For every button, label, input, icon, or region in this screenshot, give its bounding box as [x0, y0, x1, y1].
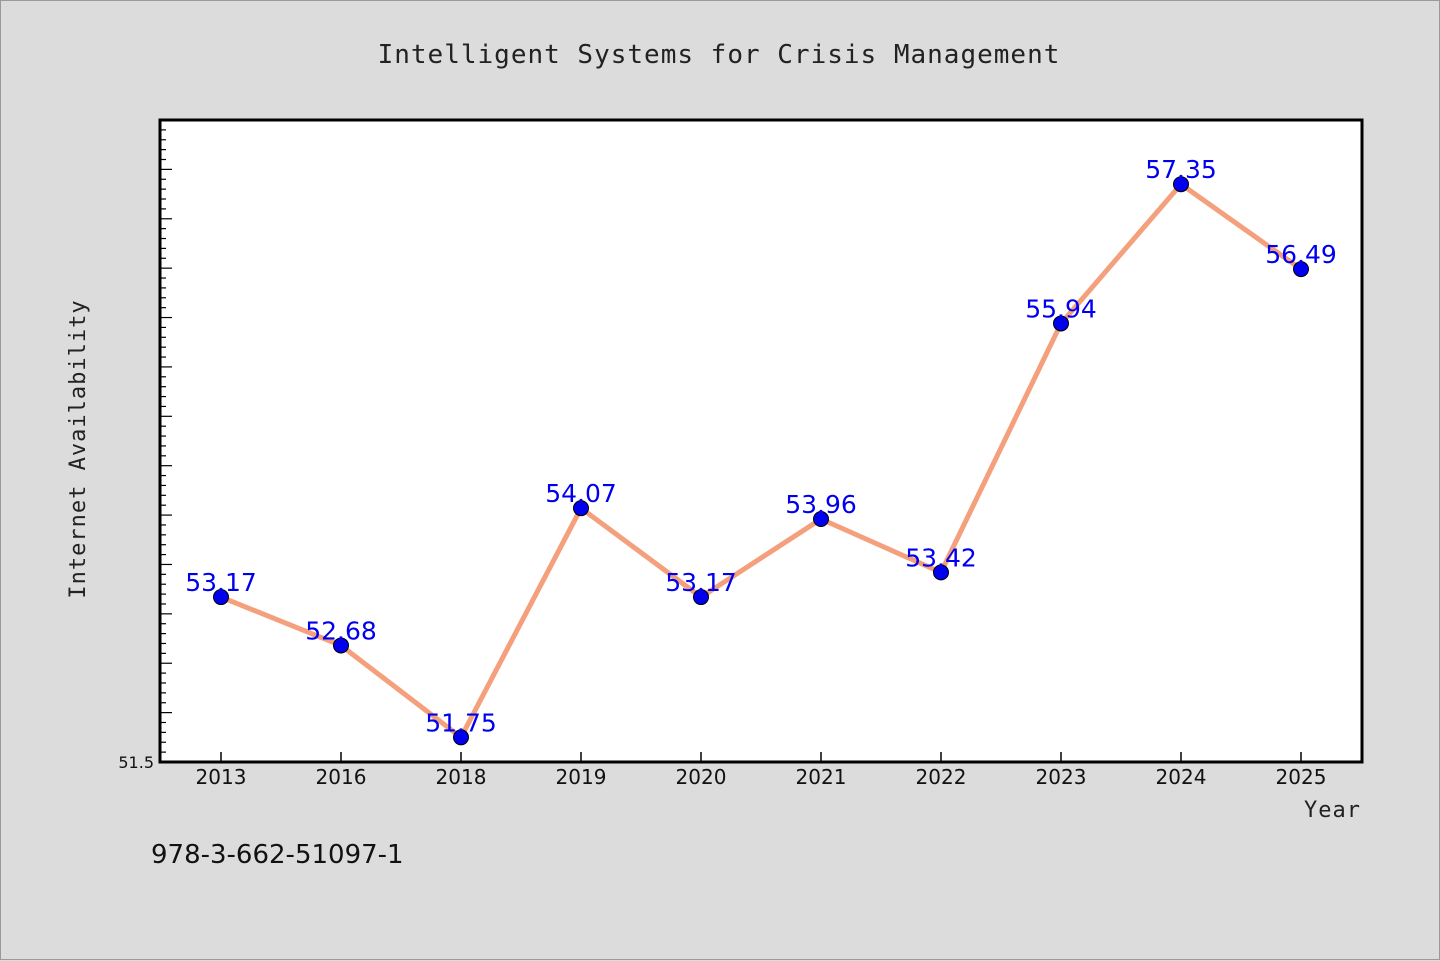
series-line-group — [213, 176, 1309, 746]
data-label: 53.96 — [785, 490, 857, 519]
data-point-marker — [1053, 315, 1069, 332]
data-point-marker — [453, 729, 469, 746]
data-label: 54.07 — [545, 479, 617, 508]
isbn-footer: 978-3-662-51097-1 — [151, 840, 404, 870]
data-label: 53.17 — [185, 568, 257, 597]
data-label: 55.94 — [1025, 294, 1097, 323]
chart-title: Intelligent Systems for Crisis Managemen… — [378, 40, 1061, 70]
x-tick-label: 2023 — [1036, 765, 1087, 789]
data-label: 56.49 — [1265, 240, 1337, 269]
y-axis-ticks — [160, 129, 172, 763]
x-axis-ticks — [220, 752, 1302, 762]
x-tick-labels: 2013 2016 2018 2019 2020 2021 2022 2023 2024 2025 — [196, 765, 1327, 789]
y-tick-label: 51.5 — [118, 753, 154, 772]
x-tick-label: 2020 — [676, 765, 727, 789]
x-tick-label: 2018 — [436, 765, 487, 789]
data-label: 51.75 — [425, 708, 497, 737]
data-point-marker — [813, 511, 829, 528]
x-tick-label: 2024 — [1156, 765, 1207, 789]
data-label: 53.42 — [905, 543, 977, 572]
data-label: 57.35 — [1145, 155, 1217, 184]
data-point-marker — [213, 589, 229, 606]
data-point-marker — [333, 637, 349, 654]
x-tick-label: 2016 — [316, 765, 367, 789]
x-tick-label: 2013 — [196, 765, 247, 789]
series-line — [218, 181, 1304, 740]
data-point-marker — [573, 500, 589, 517]
data-label: 53.17 — [665, 568, 737, 597]
y-axis-label: Internet Availability — [66, 299, 91, 598]
data-label: 52.68 — [305, 616, 377, 645]
data-point-marker — [1293, 261, 1309, 278]
x-tick-label: 2021 — [796, 765, 847, 789]
data-point-marker — [1173, 176, 1189, 193]
plot-area — [158, 118, 1364, 764]
x-tick-label: 2019 — [556, 765, 607, 789]
x-axis-label: Year — [1304, 798, 1361, 823]
data-point-marker — [933, 564, 949, 581]
data-labels: 53.17 52.68 51.75 54.07 53.17 53.96 53.42 55.94… — [185, 155, 1337, 737]
x-tick-label: 2025 — [1276, 765, 1327, 789]
data-point-marker — [693, 589, 709, 606]
x-tick-label: 2022 — [916, 765, 967, 789]
